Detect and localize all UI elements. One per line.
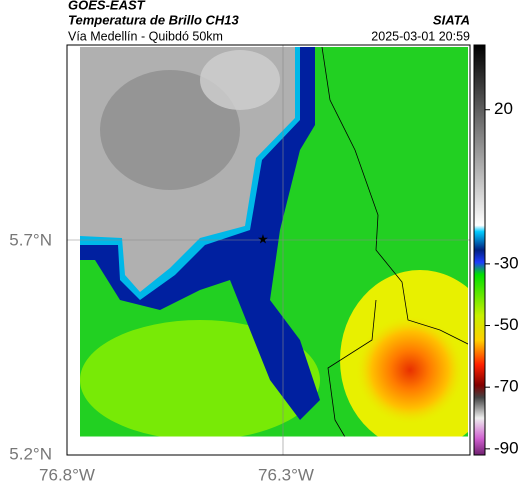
lon-label: 76.3°W [258, 465, 314, 484]
map-frame [66, 44, 471, 456]
route: Vía Medellín - Quibdó 50km [68, 29, 223, 43]
location-marker: ★ [257, 231, 269, 246]
lon-label: 76.8°W [39, 465, 95, 484]
lat-label: 5.2°N [9, 444, 52, 463]
colorbar-tick-label: -90 [494, 438, 519, 457]
datetime: 2025-03-01 20:59 [371, 29, 470, 43]
satellite-image [80, 47, 468, 437]
title: Temperatura de Brillo CH13 [68, 12, 240, 27]
colorbar-tick-label: 20 [494, 99, 513, 118]
source: GOES-EAST [68, 0, 146, 12]
brand: SIATA [433, 12, 470, 27]
colorbar-tick-label: -30 [494, 253, 519, 272]
lat-label: 5.7°N [9, 230, 52, 249]
colorbar [473, 44, 486, 456]
colorbar-tick-label: -50 [494, 315, 519, 334]
colorbar-tick-label: -70 [494, 377, 519, 396]
